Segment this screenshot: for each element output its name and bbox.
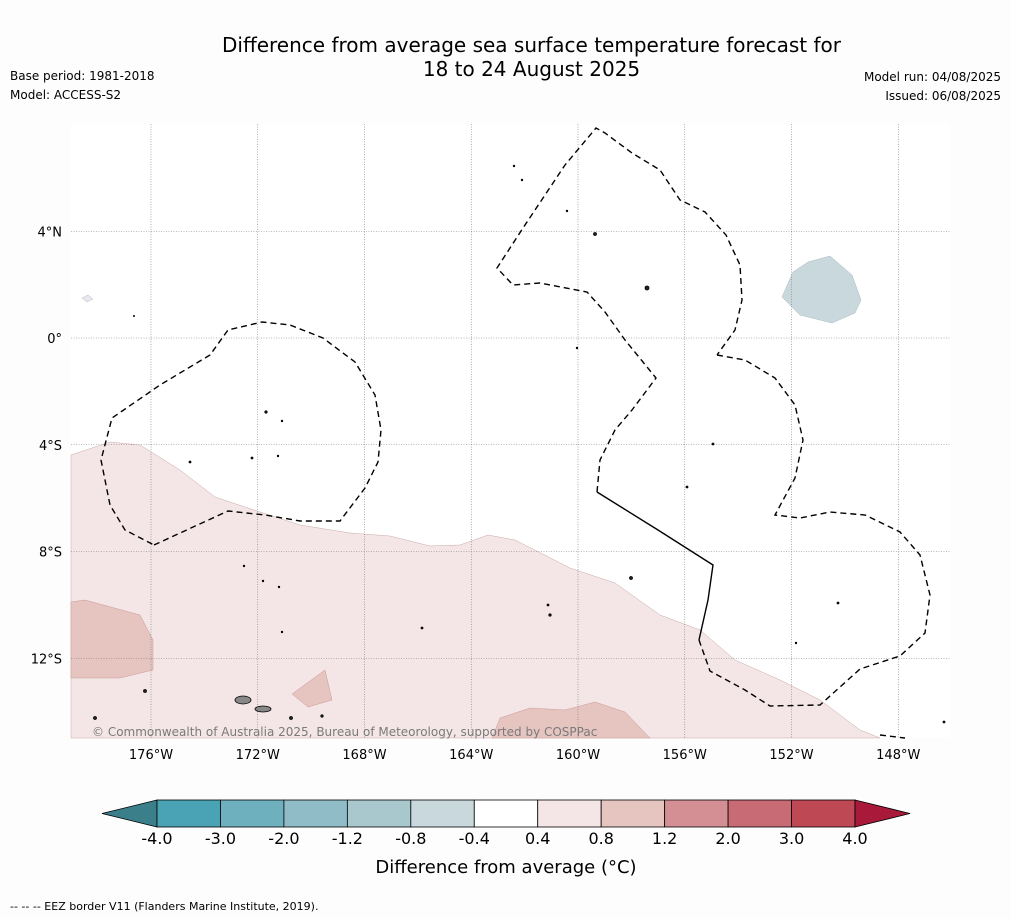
x-axis-ticks: 176°W 172°W 168°W 164°W 160°W 156°W 152°W 148°W <box>129 748 921 763</box>
colorbar-tick-label: 4.0 <box>842 829 867 848</box>
x-tick-label: 164°W <box>449 748 493 763</box>
x-tick-label: 160°W <box>556 748 600 763</box>
colorbar-swatch <box>537 799 602 828</box>
colorbar-swatch <box>156 799 221 828</box>
colorbar-tick-label: 2.0 <box>715 829 740 848</box>
colorbar-tick-label: -0.8 <box>395 829 426 848</box>
colorbar-swatch <box>346 799 412 828</box>
colorbar-tick-label: 3.0 <box>779 829 804 848</box>
chart-title-line2: 18 to 24 August 2025 <box>422 57 641 81</box>
x-tick-label: 176°W <box>129 748 173 763</box>
y-axis-ticks: 4°N 0° 4°S 8°S 12°S <box>31 225 62 667</box>
colorbar-tick-label: -0.4 <box>459 829 490 848</box>
x-tick-label: 148°W <box>876 748 920 763</box>
colorbar-swatch <box>791 799 856 828</box>
eez-borders <box>100 127 931 739</box>
colorbar-label: Difference from average (°C) <box>375 857 636 878</box>
gridlines <box>71 124 950 738</box>
eez-border-kiribati-north <box>496 127 743 493</box>
eez-border-tokelau-tuvalu <box>100 321 382 546</box>
colorbar-over-arrow <box>854 799 911 828</box>
chart-title-line1: Difference from average sea surface temp… <box>221 33 841 57</box>
colorbar-swatch <box>283 799 348 828</box>
attribution-text: © Commonwealth of Australia 2025, Bureau… <box>92 725 597 739</box>
x-tick-label: 152°W <box>769 748 813 763</box>
eez-border-coast <box>879 734 906 739</box>
colorbar-tick-label: 0.4 <box>525 829 550 848</box>
anomaly-region-cool <box>781 255 862 324</box>
model-name: Model: ACCESS-S2 <box>10 88 122 102</box>
colorbar-tick-label: -3.0 <box>205 829 236 848</box>
eez-border-solid <box>596 491 714 641</box>
anomaly-region-warm-mid-samoa <box>291 669 333 708</box>
issued-date: Issued: 06/08/2025 <box>885 89 1001 103</box>
colorbar-tick-label: -1.2 <box>332 829 363 848</box>
model-run: Model run: 04/08/2025 <box>863 70 1001 84</box>
islands <box>93 164 946 724</box>
island-upolu <box>254 705 272 713</box>
footnote: -- -- -- EEZ border V11 (Flanders Marine… <box>10 900 319 913</box>
colorbar-swatch <box>664 799 729 828</box>
colorbar-tick-label: -4.0 <box>141 829 172 848</box>
y-tick-label: 4°N <box>38 225 63 240</box>
colorbar-tick-label: 0.8 <box>588 829 613 848</box>
colorbar-swatch <box>727 799 792 828</box>
x-tick-label: 168°W <box>342 748 386 763</box>
colorbar-swatch <box>220 799 285 828</box>
colorbar <box>101 799 911 828</box>
y-tick-label: 0° <box>47 332 62 347</box>
base-period: Base period: 1981-2018 <box>10 69 155 83</box>
anomaly-region-warm-light <box>70 441 881 739</box>
colorbar-swatch <box>473 799 539 828</box>
colorbar-swatch <box>410 799 475 828</box>
y-tick-label: 8°S <box>39 546 62 561</box>
y-tick-label: 12°S <box>31 652 62 667</box>
colorbar-swatch <box>600 799 666 828</box>
colorbar-ticks: -4.0 -3.0 -2.0 -1.2 -0.8 -0.4 0.4 0.8 1.2 2.0 3.0 4… <box>141 829 867 848</box>
colorbar-tick-label: -2.0 <box>268 829 299 848</box>
anomaly-region-warm-mid-south <box>491 701 651 739</box>
colorbar-tick-label: 1.2 <box>652 829 677 848</box>
colorbar-under-arrow <box>101 799 158 828</box>
island-savaii <box>234 695 252 705</box>
anomaly-region-cool-small <box>81 294 94 303</box>
x-tick-label: 172°W <box>236 748 280 763</box>
x-tick-label: 156°W <box>663 748 707 763</box>
y-tick-label: 4°S <box>39 439 62 454</box>
eez-border-kiribati-east <box>698 354 931 707</box>
